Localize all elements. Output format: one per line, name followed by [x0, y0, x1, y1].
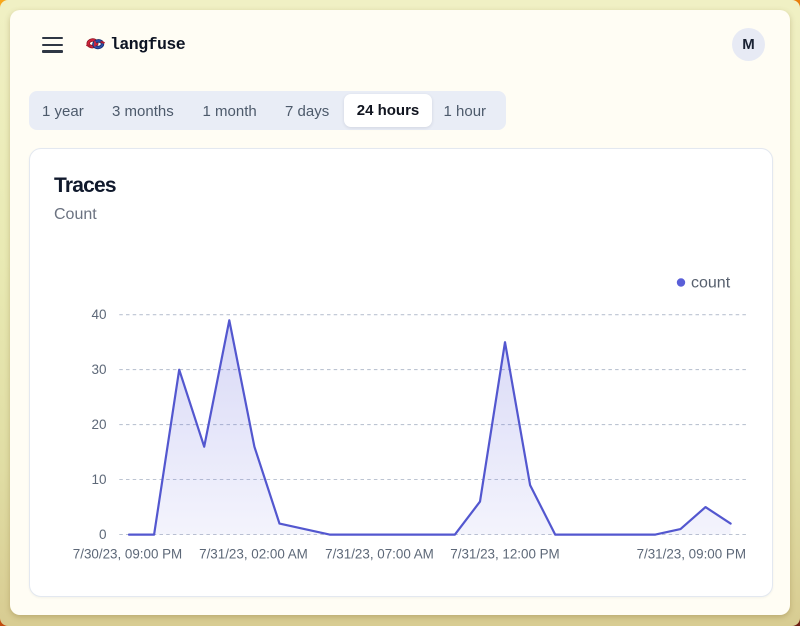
- svg-text:40: 40: [91, 307, 106, 322]
- svg-text:7/31/23, 02:00 AM: 7/31/23, 02:00 AM: [199, 547, 308, 562]
- svg-text:7/31/23, 12:00 PM: 7/31/23, 12:00 PM: [450, 547, 559, 562]
- svg-text:7/31/23, 07:00 AM: 7/31/23, 07:00 AM: [325, 547, 434, 562]
- svg-text:0: 0: [99, 527, 107, 542]
- svg-text:7/30/23, 09:00 PM: 7/30/23, 09:00 PM: [73, 547, 182, 562]
- svg-text:20: 20: [91, 417, 106, 432]
- svg-text:7/31/23, 09:00 PM: 7/31/23, 09:00 PM: [637, 547, 746, 562]
- svg-text:count: count: [691, 275, 731, 292]
- svg-text:30: 30: [91, 362, 106, 377]
- svg-text:10: 10: [91, 472, 106, 487]
